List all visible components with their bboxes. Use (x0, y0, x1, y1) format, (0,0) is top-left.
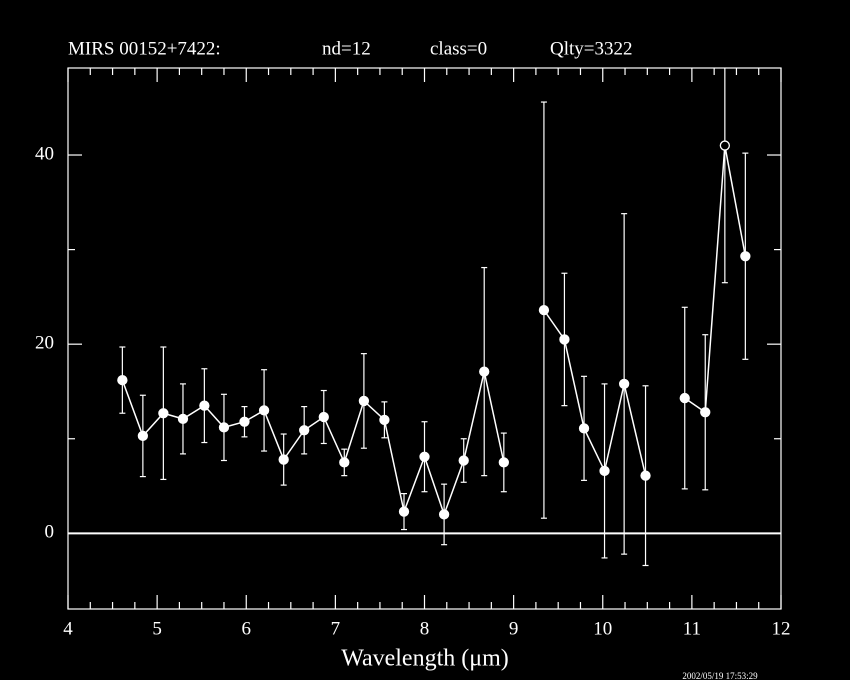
data-point (318, 411, 329, 423)
y-tick-label: 0 (45, 522, 55, 543)
x-tick-label: 6 (242, 618, 252, 639)
x-tick-label: 9 (509, 618, 519, 639)
data-point (158, 408, 169, 419)
data-point (618, 378, 630, 390)
data-point (339, 457, 350, 468)
data-point (599, 465, 610, 477)
data-layer (117, 68, 751, 567)
x-tick-label: 10 (593, 618, 612, 639)
data-point (640, 470, 651, 481)
timestamp: 2002/05/19 17:53:29 (682, 671, 758, 680)
x-tick-label: 7 (331, 618, 341, 639)
data-point (358, 395, 370, 407)
title-nd: nd=12 (322, 38, 371, 59)
x-tick-label: 4 (63, 618, 73, 639)
data-point (218, 422, 230, 433)
title-name: MIRS 00152+7422: (68, 38, 221, 59)
data-point (278, 454, 289, 465)
title-quality: Qlty=3322 (550, 38, 633, 59)
data-point (117, 374, 128, 386)
y-tick-label: 20 (35, 333, 54, 354)
data-point (137, 430, 149, 442)
data-point (299, 425, 310, 436)
data-point (578, 423, 590, 434)
data-point (398, 506, 410, 517)
data-point (538, 304, 550, 316)
data-point (479, 366, 490, 377)
data-point (239, 416, 250, 427)
data-point (679, 392, 690, 404)
data-point (498, 457, 509, 468)
data-point (419, 451, 430, 462)
title-class: class=0 (430, 38, 487, 59)
y-tick-label: 40 (35, 143, 54, 164)
x-tick-label: 12 (772, 618, 791, 639)
data-point (700, 407, 711, 418)
data-point (438, 509, 450, 520)
x-tick-label: 11 (683, 618, 701, 639)
x-tick-label: 8 (420, 618, 430, 639)
data-point (199, 400, 210, 411)
data-point (177, 413, 189, 425)
x-tick-label: 5 (152, 618, 162, 639)
data-point (740, 251, 751, 262)
data-point (719, 140, 731, 151)
data-point (458, 455, 469, 466)
data-point (258, 405, 270, 416)
x-axis-label: Wavelength (μm) (341, 646, 509, 672)
data-point (559, 334, 570, 345)
data-point (379, 414, 390, 425)
